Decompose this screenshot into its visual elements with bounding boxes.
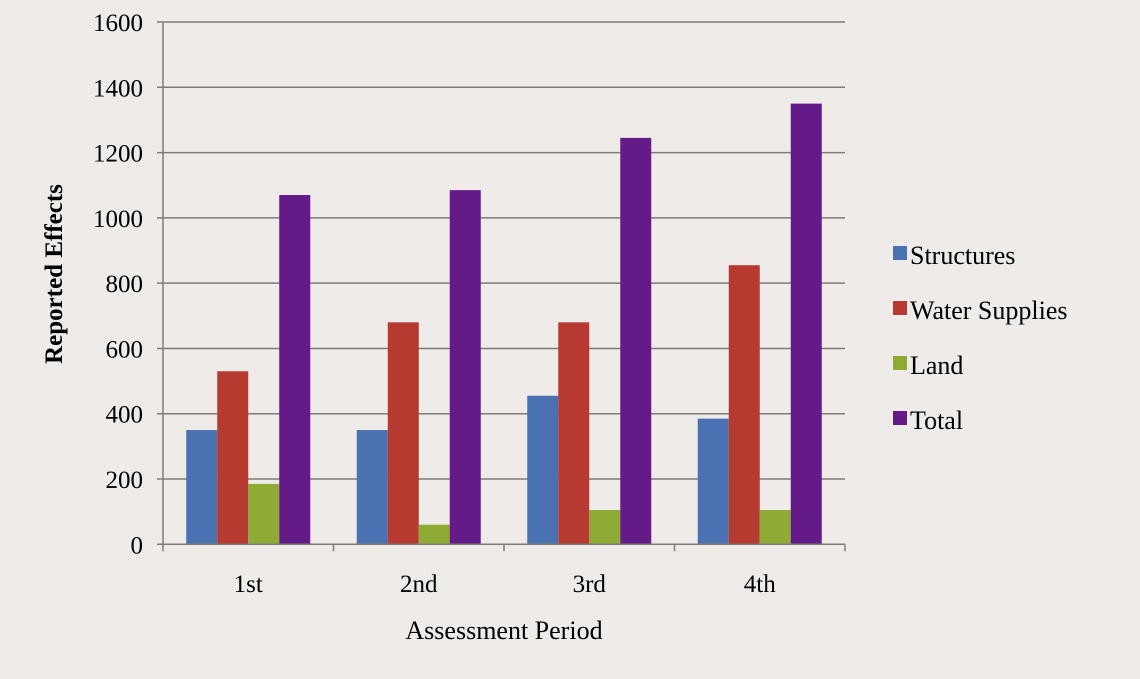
bar-land-2nd	[418, 524, 450, 545]
legend-swatch	[893, 356, 907, 370]
y-tick-labels: 0 200 400 600 800 1000 1200 1400 1600	[93, 10, 143, 559]
x-tick-label: 3rd	[573, 571, 607, 598]
y-tick-label: 600	[106, 336, 144, 363]
bar-water-supplies-1st	[217, 371, 249, 545]
x-axis-label: Assessment Period	[405, 616, 602, 645]
bar-total-4th	[790, 103, 822, 545]
bar-water-supplies-4th	[728, 265, 760, 545]
gridlines	[157, 21, 845, 480]
x-tick-label: 4th	[744, 571, 776, 598]
y-tick-label: 1200	[93, 141, 143, 168]
legend-swatch	[893, 411, 907, 425]
x-tick-labels: 1st 2nd 3rd 4th	[234, 571, 777, 598]
bars	[186, 103, 822, 545]
legend: Structures Water Supplies Land Total	[893, 241, 1068, 435]
y-axis-label: Reported Effects	[41, 184, 68, 364]
bar-structures-1st	[186, 430, 218, 545]
bar-total-1st	[279, 195, 311, 545]
legend-label: Total	[910, 406, 963, 435]
bar-total-3rd	[620, 137, 652, 545]
x-tick-label: 1st	[234, 571, 263, 598]
bar-structures-2nd	[356, 430, 388, 545]
legend-swatch	[893, 301, 907, 315]
legend-swatch	[893, 246, 907, 260]
x-tick-label: 2nd	[400, 571, 438, 598]
axes	[157, 22, 846, 552]
bar-land-4th	[759, 510, 791, 545]
y-tick-label: 0	[131, 532, 144, 559]
bar-total-2nd	[449, 190, 481, 545]
y-tick-label: 1400	[93, 75, 143, 102]
y-tick-label: 200	[106, 467, 144, 494]
bar-land-3rd	[589, 510, 621, 545]
legend-label: Structures	[910, 241, 1015, 270]
y-tick-label: 800	[106, 271, 144, 298]
bar-structures-4th	[697, 418, 729, 545]
y-tick-label: 1600	[93, 10, 143, 37]
bar-water-supplies-2nd	[387, 322, 419, 545]
bar-land-1st	[248, 483, 280, 545]
y-tick-label: 400	[106, 402, 144, 429]
bar-water-supplies-3rd	[558, 322, 590, 545]
legend-label: Water Supplies	[910, 296, 1068, 325]
legend-label: Land	[910, 351, 963, 380]
y-tick-label: 1000	[93, 206, 143, 233]
bar-structures-3rd	[527, 395, 559, 545]
